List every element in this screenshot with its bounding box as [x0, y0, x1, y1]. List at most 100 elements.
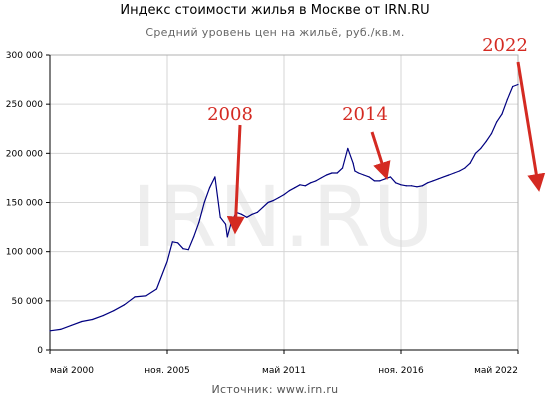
annotation-label: 2008 — [207, 104, 253, 125]
data-point — [501, 113, 503, 115]
annotation-label: 2014 — [342, 104, 388, 125]
data-point — [405, 185, 407, 187]
data-point — [469, 162, 471, 164]
data-point — [91, 318, 94, 321]
data-point — [474, 152, 477, 154]
data-point — [315, 180, 317, 182]
x-tick-label: май 2022 — [474, 366, 518, 376]
data-point — [411, 185, 413, 187]
data-point — [416, 186, 418, 188]
data-point — [251, 213, 253, 215]
y-tick-label: 250 000 — [6, 100, 43, 110]
data-point — [288, 190, 290, 192]
chart-source: Источник: www.irn.ru — [211, 383, 339, 396]
data-point — [203, 201, 205, 204]
data-point — [453, 172, 455, 174]
data-point — [102, 314, 104, 317]
data-point — [294, 187, 296, 189]
data-point — [283, 194, 285, 196]
data-point — [496, 121, 498, 123]
price-index-line — [49, 83, 519, 332]
data-point — [240, 213, 243, 215]
data-point — [506, 98, 508, 100]
data-point — [389, 176, 391, 178]
data-point — [113, 310, 115, 312]
data-point — [272, 199, 274, 202]
data-point — [442, 176, 445, 178]
chart-subtitle: Средний уровень цен на жильё, руб./кв.м. — [145, 26, 405, 39]
data-point — [347, 147, 349, 150]
data-point — [458, 170, 461, 172]
data-point — [208, 187, 211, 189]
data-point — [192, 236, 195, 238]
y-tick-label: 200 000 — [6, 149, 43, 159]
data-point — [198, 221, 200, 223]
data-point — [304, 185, 306, 187]
annotation-label: 2022 — [482, 35, 528, 56]
data-point — [512, 85, 514, 88]
data-point — [336, 172, 338, 174]
data-point — [480, 147, 482, 150]
data-point — [299, 184, 301, 186]
data-point — [60, 328, 62, 330]
y-tick-label: 100 000 — [6, 248, 43, 258]
data-point — [182, 248, 184, 250]
data-point — [171, 241, 173, 243]
data-point — [395, 182, 397, 184]
data-point — [246, 216, 248, 218]
data-point — [357, 172, 360, 174]
data-point — [384, 178, 386, 180]
data-point — [49, 330, 51, 332]
chart-title: Индекс стоимости жилья в Москве от IRN.R… — [120, 3, 430, 18]
data-point — [230, 223, 232, 225]
data-point — [517, 83, 519, 86]
data-point — [363, 174, 365, 176]
data-point — [379, 180, 381, 182]
y-tick-label: 0 — [37, 346, 43, 356]
annotation-arrow — [516, 61, 546, 192]
data-point — [331, 172, 333, 174]
data-point — [256, 211, 259, 213]
data-point — [448, 174, 450, 176]
x-tick-label: май 2000 — [50, 366, 94, 376]
data-point — [320, 177, 322, 179]
y-tick-label: 150 000 — [6, 199, 43, 209]
data-point — [485, 140, 487, 143]
data-point — [267, 201, 269, 204]
data-point — [325, 174, 328, 176]
data-point — [341, 167, 344, 169]
data-point — [426, 182, 429, 184]
data-point — [352, 162, 354, 164]
data-point — [224, 223, 227, 225]
data-point — [177, 242, 179, 244]
data-point — [432, 180, 434, 182]
data-point — [373, 180, 376, 182]
data-point — [278, 196, 280, 199]
y-tick-label: 300 000 — [6, 51, 43, 61]
data-point — [421, 185, 423, 187]
x-tick-label: ноя. 2005 — [144, 366, 189, 376]
y-tick-label: 50 000 — [12, 297, 44, 307]
data-point — [464, 167, 466, 169]
data-point — [368, 176, 370, 178]
x-tick-label: ноя. 2016 — [378, 366, 424, 376]
annotation-arrow — [370, 131, 391, 181]
data-point — [400, 184, 402, 186]
data-point — [437, 178, 439, 180]
watermark: IRN.RU — [132, 168, 437, 266]
data-point — [354, 170, 356, 172]
x-tick-label: май 2011 — [262, 366, 306, 376]
data-point — [155, 288, 157, 290]
data-point — [219, 216, 221, 218]
data-point — [187, 249, 189, 251]
data-point — [490, 133, 493, 135]
data-point — [309, 182, 312, 184]
annotation-arrow — [226, 124, 245, 235]
data-point — [226, 236, 228, 238]
data-point — [70, 324, 72, 327]
data-point — [262, 206, 264, 209]
data-point — [145, 295, 147, 297]
data-point — [81, 320, 83, 323]
data-point — [123, 304, 126, 306]
